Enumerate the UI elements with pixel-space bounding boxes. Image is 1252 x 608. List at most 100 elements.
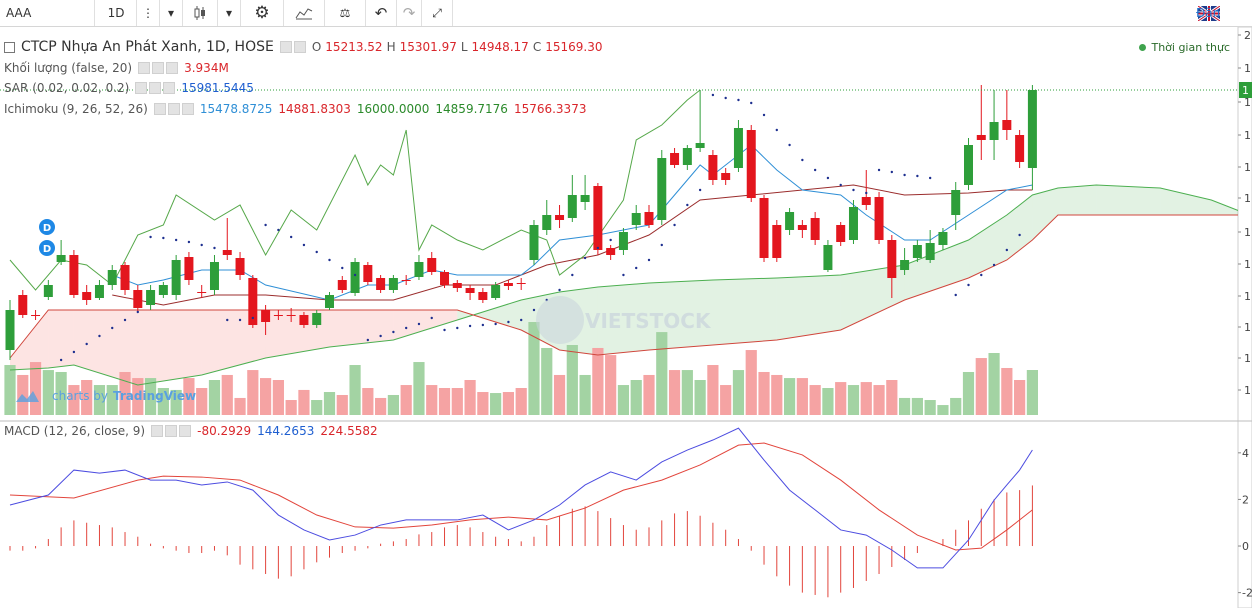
legend-buttons[interactable] (138, 62, 179, 74)
y-tick-label: 0 (1242, 540, 1249, 553)
dropdown[interactable]: ▾ (160, 0, 183, 26)
sar-dot (532, 308, 536, 312)
candle (248, 275, 258, 328)
sar-dot (788, 143, 791, 147)
sar-dot (928, 176, 932, 180)
interval-button[interactable]: 1D (96, 0, 137, 26)
main-legend: CTCP Nhựa An Phát Xanh, 1D, HOSE O 15213.… (4, 39, 602, 55)
candle-body (670, 153, 680, 165)
candle (682, 145, 692, 170)
candle-body (31, 315, 41, 316)
legend-buttons[interactable] (151, 425, 192, 437)
sar-dot (647, 258, 651, 262)
dropdown[interactable]: ▾ (218, 0, 241, 26)
candle-body (248, 278, 258, 325)
candle-body (989, 122, 999, 140)
candle-body (94, 285, 104, 298)
volume-bar (528, 322, 540, 415)
volume-bar (464, 380, 476, 415)
sar-dot (801, 158, 804, 162)
watermark: charts by TradingView (52, 389, 196, 403)
ohlc-key: O (311, 40, 322, 54)
sar-dot (954, 293, 957, 297)
undo-button[interactable]: ↶ (366, 0, 397, 26)
settings-button[interactable]: ⚙ (241, 0, 284, 26)
language-flag[interactable] (1196, 0, 1222, 26)
legend-buttons[interactable] (279, 41, 306, 53)
candle-body (69, 255, 79, 295)
volume-bar (579, 374, 591, 415)
sar-dot (686, 203, 689, 207)
span-a-line (9, 184, 1238, 386)
y-tick-label: 1 (1244, 384, 1251, 397)
cloud-fill (73, 310, 138, 385)
sar-dot (456, 326, 459, 330)
sar-dot (187, 240, 191, 244)
sar-dot (277, 228, 280, 232)
cloud-fill (201, 310, 266, 375)
candle (580, 175, 590, 210)
volume-bar (681, 370, 693, 415)
redo-button[interactable]: ↷ (397, 0, 422, 26)
volume-bar (886, 380, 898, 415)
candle (542, 200, 552, 235)
compare-button[interactable]: ⚖ (325, 0, 366, 26)
candle-body (56, 255, 66, 262)
sar-dot (468, 324, 472, 328)
candle (286, 308, 296, 322)
sar-dot (724, 96, 727, 100)
candle-body (746, 130, 756, 198)
y-tick-label: 1 (1244, 226, 1251, 239)
candle-body (312, 313, 322, 325)
sar-dot (558, 288, 561, 292)
symbol-input[interactable]: AAA (0, 0, 95, 26)
candle-body (325, 295, 334, 308)
volume-bar (732, 370, 745, 415)
sar-dot (417, 322, 421, 326)
candle-body (440, 272, 450, 285)
legend-buttons[interactable] (135, 82, 176, 94)
volume-bar (553, 374, 566, 415)
chart-type-button[interactable] (183, 0, 218, 26)
y-tick-label: 1 (1244, 161, 1251, 174)
volume-bar (234, 397, 246, 415)
volume-bar (119, 371, 131, 415)
candle (861, 170, 871, 210)
fullscreen-button[interactable]: ⤢ (422, 0, 453, 26)
volume-legend: Khối lượng (false, 20) 3.934M (4, 61, 229, 75)
indicator-name: SAR (0.02, 0.02, 0.2) (4, 81, 130, 95)
indicators-button[interactable] (284, 0, 325, 26)
legend-buttons[interactable] (153, 103, 194, 115)
candle-body (171, 260, 181, 295)
volume-bar (630, 380, 642, 415)
collapse-icon[interactable] (4, 41, 15, 53)
candle (836, 222, 846, 246)
candle-body (235, 258, 245, 275)
candle-body (938, 232, 948, 245)
candle (363, 262, 373, 285)
candle-body (682, 148, 692, 165)
sar-dot (289, 235, 293, 239)
more-button[interactable]: ⋮ (137, 0, 160, 26)
ohlc-values: O 15213.52 H 15301.97 L 14948.17 C 15169.30 (312, 40, 603, 54)
candle (848, 200, 858, 244)
candle (235, 252, 245, 280)
candle (938, 228, 948, 250)
candle (657, 150, 667, 225)
volume-bar (221, 374, 233, 415)
candle-body (555, 215, 565, 220)
candle-body (5, 310, 15, 350)
candle (337, 276, 347, 293)
volume-bar (387, 394, 399, 415)
sar-dot (839, 183, 842, 187)
volume-bar (566, 345, 578, 415)
sar-dot (737, 98, 740, 102)
login-link[interactable]: Đăn (1196, 6, 1221, 20)
ohlc-value: 15301.97 (399, 40, 457, 54)
candle-body (350, 262, 360, 293)
y-tick-label: 4 (1242, 447, 1249, 460)
sar-legend: SAR (0.02, 0.02, 0.2) 15981.5445 (4, 81, 254, 95)
candle (452, 280, 462, 292)
candle-body (657, 158, 667, 220)
volume-bar (157, 388, 169, 415)
